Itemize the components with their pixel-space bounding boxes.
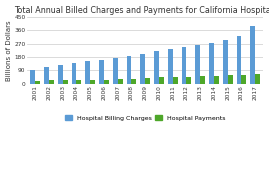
Bar [228, 76, 232, 84]
Bar [209, 43, 214, 84]
Bar [104, 80, 109, 84]
Bar [132, 79, 136, 84]
Bar [58, 65, 63, 84]
Bar [154, 51, 159, 84]
Bar [63, 80, 68, 84]
Bar [72, 63, 76, 84]
Bar [99, 60, 104, 84]
Y-axis label: Billions of Dollars: Billions of Dollars [6, 20, 12, 80]
Bar [140, 54, 145, 84]
Bar [255, 74, 260, 84]
Bar [118, 79, 122, 84]
Bar [242, 75, 246, 84]
Bar [237, 36, 242, 84]
Bar [113, 58, 118, 84]
Bar [127, 56, 132, 84]
Bar [214, 76, 219, 84]
Bar [90, 80, 95, 84]
Bar [186, 77, 191, 84]
Bar [44, 67, 49, 84]
Bar [35, 81, 40, 84]
Bar [49, 80, 54, 84]
Bar [200, 76, 205, 84]
Bar [159, 77, 164, 84]
Bar [145, 78, 150, 84]
Legend: Hospital Billing Charges, Hospital Payments: Hospital Billing Charges, Hospital Payme… [65, 115, 225, 121]
Bar [76, 80, 81, 84]
Bar [182, 47, 186, 84]
Bar [250, 26, 255, 84]
Bar [168, 49, 173, 84]
Bar [195, 45, 200, 84]
Bar [85, 61, 90, 84]
Bar [30, 70, 35, 84]
Title: Total Annual Billed Charges and Payments for California Hospitals: Total Annual Billed Charges and Payments… [14, 6, 269, 14]
Bar [173, 77, 178, 84]
Bar [223, 40, 228, 84]
